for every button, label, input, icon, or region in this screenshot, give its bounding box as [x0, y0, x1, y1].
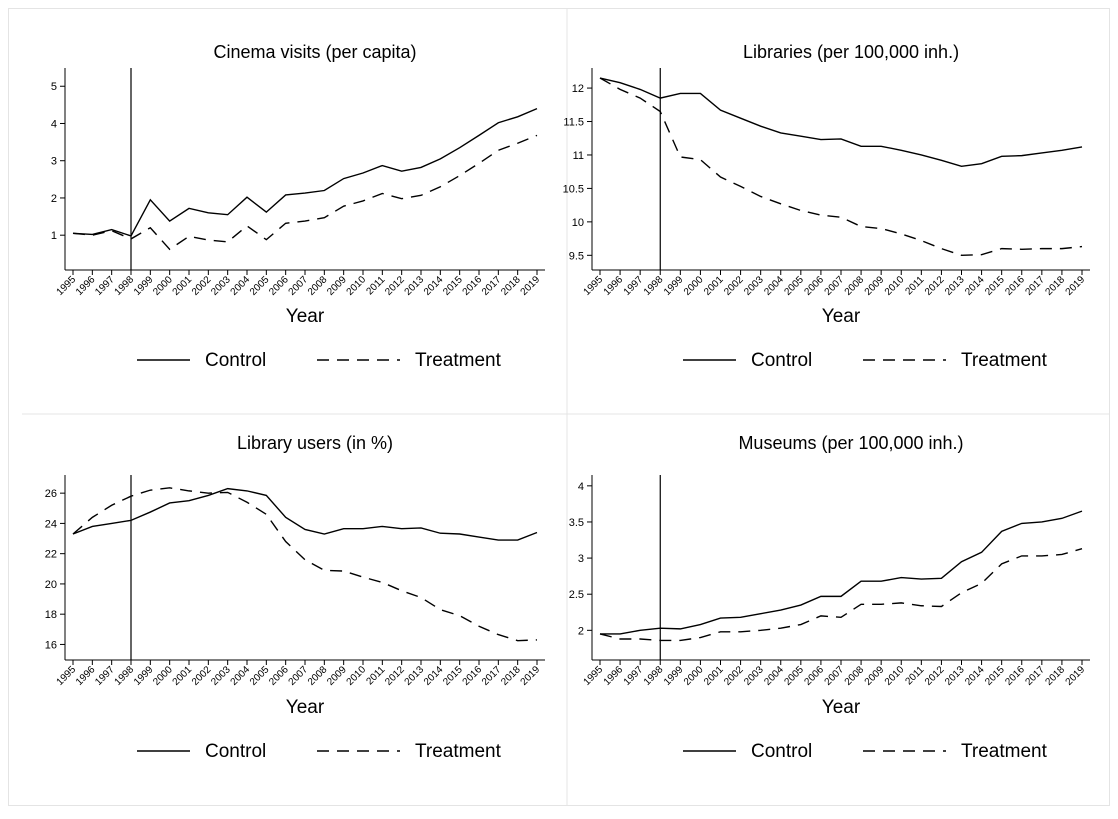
legend-label: Treatment — [415, 741, 502, 762]
series-line — [600, 510, 1083, 635]
panel-title: Library users (in %) — [237, 433, 393, 453]
y-tick-label: 3 — [51, 156, 57, 168]
series-line — [599, 77, 1083, 257]
panel-title: Museums (per 100,000 inh.) — [738, 433, 963, 453]
figure-frame — [8, 8, 1110, 806]
x-axis-label: Year — [822, 306, 861, 327]
y-tick-label: 9.5 — [569, 250, 584, 262]
legend-label: Control — [205, 741, 266, 762]
x-axis-label: Year — [286, 697, 325, 718]
y-tick-label: 1 — [51, 230, 57, 242]
series-line — [599, 548, 1083, 642]
y-tick-label: 3 — [578, 553, 584, 565]
y-tick-label: 4 — [51, 118, 57, 130]
series-line — [72, 107, 538, 237]
panel-title: Libraries (per 100,000 inh.) — [743, 42, 959, 62]
y-tick-label: 24 — [45, 518, 57, 530]
legend-label: Treatment — [961, 741, 1048, 762]
legend-label: Control — [751, 350, 812, 371]
y-tick-label: 2 — [51, 193, 57, 205]
y-tick-label: 20 — [45, 579, 57, 591]
y-tick-label: 16 — [45, 639, 57, 651]
series-line — [72, 487, 538, 541]
series-line — [72, 487, 538, 642]
y-tick-label: 18 — [45, 609, 57, 621]
series-line — [599, 77, 1083, 168]
panel-title: Cinema visits (per capita) — [213, 42, 416, 62]
legend-label: Treatment — [415, 350, 502, 371]
y-tick-label: 2.5 — [569, 589, 584, 601]
y-tick-label: 26 — [45, 488, 57, 500]
y-tick-label: 4 — [578, 481, 584, 493]
y-tick-label: 11.5 — [563, 117, 584, 129]
legend-label: Control — [205, 350, 266, 371]
x-axis-label: Year — [286, 306, 325, 327]
y-tick-label: 3.5 — [569, 517, 584, 529]
legend-label: Treatment — [961, 350, 1048, 371]
y-tick-label: 5 — [51, 81, 57, 93]
y-tick-label: 11 — [573, 150, 584, 162]
y-tick-label: 22 — [45, 549, 57, 561]
y-tick-label: 10.5 — [563, 183, 584, 195]
legend-label: Control — [751, 741, 812, 762]
y-tick-label: 10 — [572, 217, 584, 229]
x-axis-label: Year — [822, 697, 861, 718]
y-tick-label: 2 — [578, 625, 584, 637]
y-tick-label: 12 — [572, 83, 584, 95]
series-line — [72, 134, 538, 251]
